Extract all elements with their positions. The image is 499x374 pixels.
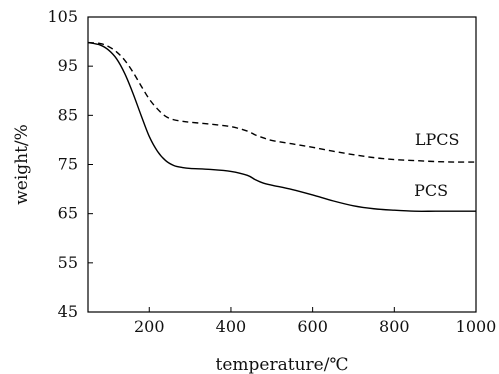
y-tick-label: 105 bbox=[47, 7, 78, 26]
plot-frame bbox=[87, 16, 477, 313]
y-tick-label: 95 bbox=[58, 56, 78, 75]
series-lines bbox=[87, 41, 477, 212]
x-axis-title: temperature/℃ bbox=[216, 355, 349, 374]
series-line-pcs bbox=[87, 41, 476, 212]
x-tick-label: 800 bbox=[379, 317, 410, 336]
y-tick-label: 85 bbox=[58, 105, 78, 124]
series-label-pcs: PCS bbox=[414, 181, 448, 200]
y-tick-label: 65 bbox=[58, 204, 78, 223]
y-tick-label: 45 bbox=[58, 302, 78, 321]
y-tick-label: 75 bbox=[58, 155, 78, 174]
series-labels: LPCS PCS bbox=[414, 130, 459, 200]
axis-ticks: 200 400 600 800 1000 45 55 65 75 85 95 105 bbox=[47, 7, 496, 336]
y-axis-title: weight/% bbox=[12, 124, 32, 205]
y-tick-label: 55 bbox=[58, 253, 78, 272]
x-tick-label: 600 bbox=[297, 317, 328, 336]
x-tick-label: 1000 bbox=[456, 317, 497, 336]
x-tick-label: 400 bbox=[216, 317, 247, 336]
series-label-lpcs: LPCS bbox=[415, 130, 460, 149]
x-tick-label: 200 bbox=[134, 317, 165, 336]
series-line-lpcs bbox=[87, 41, 477, 163]
plot-area bbox=[87, 16, 477, 313]
